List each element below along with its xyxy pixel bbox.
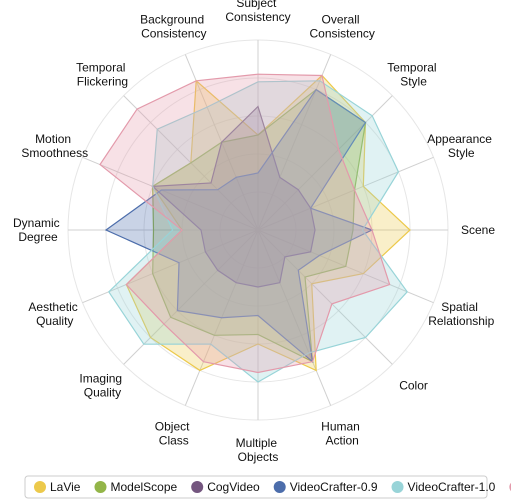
series-polygon (152, 88, 367, 363)
legend-swatch (94, 481, 107, 493)
legend-label: ModelScope (110, 480, 177, 494)
axis-label: Motion Smoothness (21, 132, 88, 160)
spoke (257, 229, 393, 365)
legend-label: LaVie (50, 480, 81, 494)
spoke (257, 156, 434, 231)
spoke (82, 156, 259, 231)
axis-label: Temporal Style (387, 60, 440, 88)
axis-label: Aesthetic Quality (28, 300, 81, 328)
series-polygon (108, 80, 408, 383)
legend-swatch (273, 481, 286, 493)
legend: LaVie ModelScope CogVideo VideoCrafter-0.9 V… (34, 480, 511, 494)
axis-labels: Subject Consistency Overall Consistency Te… (13, 0, 495, 464)
axis-label: Human Action (321, 419, 363, 447)
spoke (257, 229, 332, 406)
axis-label: Spatial Relationship (428, 300, 494, 328)
legend-label: CogVideo (207, 480, 260, 494)
axis-label: Background Consistency (140, 13, 207, 41)
series-polygon (151, 105, 316, 288)
axis-label: Overall Consistency (310, 13, 375, 41)
axis-label: Subject Consistency (225, 0, 290, 24)
legend-label: VideoCrafter-0.9 (290, 480, 378, 494)
series-polygon (104, 88, 374, 364)
legend-box (24, 475, 488, 499)
series-area (99, 73, 411, 383)
spoke (257, 95, 393, 231)
spoke (257, 54, 332, 231)
spoke (123, 229, 259, 365)
legend-swatch (34, 481, 46, 493)
axis-label: Object Class (155, 419, 193, 447)
axis-label: Dynamic Degree (13, 216, 63, 244)
legend-swatch (191, 481, 204, 493)
spoke (82, 229, 259, 304)
legend-swatch (391, 481, 404, 493)
axis-label: Appearance Style (427, 132, 495, 160)
series-polygon (99, 73, 391, 374)
legend-label: VideoCrafter-1.0 (408, 480, 496, 494)
axis-label: Multiple Objects (236, 436, 281, 464)
axis-label: Scene (461, 223, 495, 237)
axis-label: Color (399, 379, 428, 393)
axis-label: Imaging Quality (79, 372, 125, 400)
axis-label: Temporal Flickering (76, 60, 129, 88)
